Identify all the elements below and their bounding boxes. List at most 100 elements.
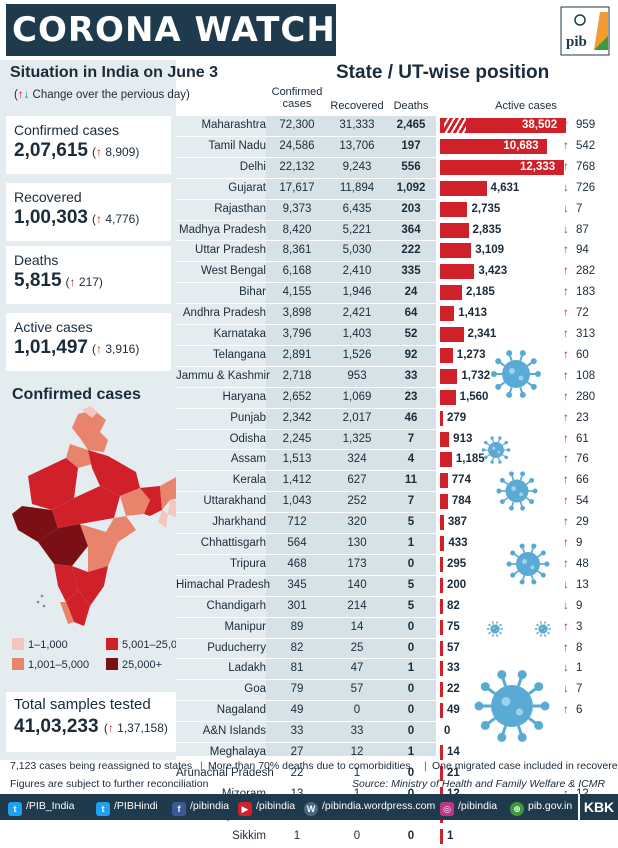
active-value: 14	[447, 746, 460, 758]
active-value: 82	[447, 599, 460, 612]
deaths-cell: 1,092	[396, 181, 426, 194]
deaths-cell: 5	[407, 599, 415, 612]
arrow-up-icon: ↑	[563, 286, 569, 299]
instagram-icon: ◎	[440, 802, 454, 816]
confirmed-cell: 1,412	[282, 474, 312, 487]
deaths-cell: 23	[404, 390, 418, 403]
state-name: Madhya Pradesh	[179, 223, 266, 236]
row-divider	[176, 386, 614, 388]
virus-icon	[506, 543, 550, 585]
state-name: Rajasthan	[214, 202, 266, 215]
active-value: 0	[444, 725, 451, 738]
active-value: 3,109	[475, 244, 505, 257]
footnote-divider: |	[424, 760, 427, 772]
confirmed-cell: 6,168	[282, 265, 312, 278]
row-divider	[176, 428, 614, 430]
recovered-cell: 9,243	[342, 160, 372, 173]
pib-logo-text: pib	[566, 34, 587, 50]
recovered-cell: 11,894	[339, 181, 375, 194]
social-website[interactable]: ⊕ pib.gov.in	[510, 800, 572, 816]
kbk-badge: KBK	[578, 794, 618, 820]
samples-value: 41,03,233 (↑ 1,37,158)	[14, 716, 168, 737]
active-bar	[440, 745, 443, 760]
change-value: 66	[576, 474, 589, 487]
active-bar	[440, 264, 475, 280]
deaths-cell: 64	[404, 307, 418, 320]
confirmed-cell: 33	[290, 725, 304, 738]
stat-label: Recovered	[14, 189, 82, 205]
social-wordpress[interactable]: W/pibindia.wordpress.com	[304, 800, 435, 816]
social-twitter-pib-hindi[interactable]: t/PIBHindi	[96, 800, 158, 816]
youtube-icon: ▶	[238, 802, 252, 816]
active-value: 4,631	[490, 181, 520, 194]
arrow-up-icon: ↑	[563, 557, 569, 570]
change-value: 9	[576, 537, 583, 549]
active-value: 22	[447, 683, 460, 696]
social-bar: t/PIB_India t/PIBHindi f/pibindia ▶/pibi…	[0, 794, 618, 820]
deaths-cell: 24	[404, 286, 418, 299]
deaths-cell: 4	[407, 453, 415, 466]
state-name: Himachal Pradesh	[176, 578, 270, 591]
active-bar	[440, 682, 443, 698]
wordpress-icon: W	[304, 802, 318, 816]
deaths-cell: 0	[407, 641, 415, 654]
confirmed-cell: 345	[287, 578, 307, 591]
col-confirmed: Confirmed cases	[271, 86, 323, 110]
social-facebook[interactable]: f/pibindia	[172, 800, 229, 816]
change-note-text: Change over the pervious day)	[32, 89, 190, 101]
deaths-cell: 11	[404, 474, 418, 487]
row-divider	[176, 679, 614, 681]
confirmed-cell: 301	[287, 599, 307, 612]
active-value: 75	[447, 620, 460, 633]
active-bar	[440, 661, 443, 677]
confirmed-cell: 81	[290, 662, 304, 675]
row-divider	[176, 365, 614, 367]
arrow-down-icon: ↓	[563, 181, 569, 194]
deaths-cell: 7	[407, 495, 415, 508]
active-value: 279	[447, 411, 467, 424]
social-twitter-pib-india[interactable]: t/PIB_India	[8, 800, 74, 816]
active-value: 1,185	[455, 453, 485, 466]
state-name: Puducherry	[207, 641, 266, 654]
state-name: Odisha	[229, 432, 266, 445]
arrow-down-icon: ↓	[563, 599, 569, 612]
active-bar	[440, 389, 456, 405]
arrow-up-icon: ↑	[563, 785, 569, 804]
state-name: Assam	[230, 453, 266, 466]
recovered-cell: 47	[350, 662, 364, 675]
change-note-open: (	[14, 89, 18, 101]
active-value: 38,502	[522, 119, 558, 131]
social-youtube[interactable]: ▶/pibindia	[238, 800, 295, 816]
change-value: 108	[576, 369, 596, 382]
social-instagram[interactable]: ◎/pibindia	[440, 800, 497, 816]
virus-icon	[491, 350, 541, 398]
active-value: 1,560	[459, 390, 489, 403]
deaths-cell: 556	[401, 160, 421, 173]
virus-icon	[534, 621, 552, 637]
deaths-cell: 364	[401, 223, 421, 236]
active-value: 57	[447, 641, 460, 654]
active-value: 3,423	[478, 265, 508, 278]
state-name: Tamil Nadu	[208, 139, 266, 152]
virus-icon	[481, 436, 511, 464]
confirmed-cell: 1,043	[282, 495, 312, 508]
footnote-reconciliation: Figures are subject to further reconcili…	[10, 778, 209, 790]
deaths-cell: 2,465	[396, 119, 426, 131]
legend-item: 1–1,000	[12, 638, 68, 651]
state-name: Maharashtra	[201, 119, 266, 131]
active-value: 10,683	[503, 139, 539, 152]
deaths-cell: 0	[407, 557, 415, 570]
active-value: 49	[447, 704, 460, 717]
state-name: Arunachal Pradesh	[176, 766, 274, 779]
stat-value: 1,00,303 (↑ 4,776)	[14, 207, 140, 228]
confirmed-cell: 22,132	[279, 160, 315, 173]
arrow-up-icon: ↑	[563, 328, 569, 340]
stat-confirmed: Confirmed cases 2,07,615 (↑ 8,909)	[6, 116, 171, 174]
change-value: 29	[576, 516, 589, 529]
change-value: 280	[576, 390, 596, 403]
india-map	[12, 406, 194, 626]
change-value: 60	[576, 348, 589, 361]
arrow-up-icon: ↑	[95, 212, 102, 226]
active-bar	[440, 640, 443, 656]
deaths-cell: 1	[407, 746, 415, 758]
